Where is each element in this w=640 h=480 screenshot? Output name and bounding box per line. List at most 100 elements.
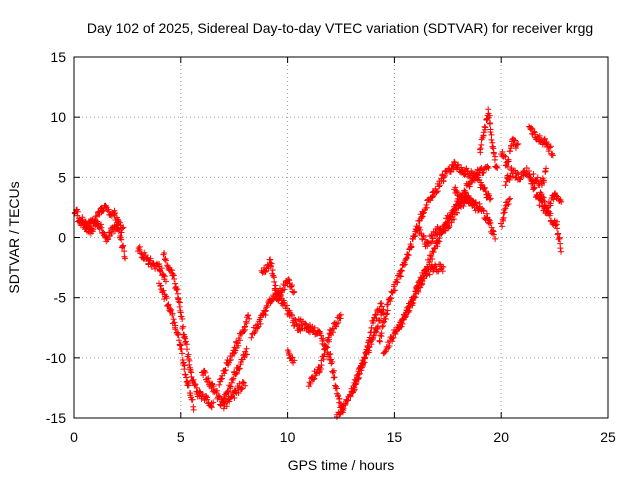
data-point — [486, 196, 493, 203]
data-point — [289, 312, 296, 319]
data-point — [448, 219, 455, 226]
data-point — [187, 368, 194, 375]
data-point — [232, 347, 239, 354]
data-point — [181, 362, 188, 369]
data-point — [531, 128, 538, 135]
data-point — [92, 222, 99, 229]
data-point — [190, 406, 197, 413]
data-point — [243, 320, 250, 327]
data-point — [307, 380, 314, 387]
data-point — [179, 316, 186, 323]
x-tick-label: 15 — [387, 429, 403, 445]
data-point — [452, 184, 459, 191]
data-point — [239, 379, 246, 386]
data-point — [94, 218, 101, 225]
data-point — [216, 381, 223, 388]
data-point — [384, 310, 391, 317]
data-point — [558, 248, 565, 255]
data-point — [98, 224, 105, 231]
data-point — [512, 137, 519, 144]
data-point — [108, 230, 115, 237]
data-point — [236, 380, 243, 387]
data-point — [329, 368, 336, 375]
data-point — [243, 351, 250, 358]
data-point — [450, 216, 457, 223]
data-point — [482, 124, 489, 131]
data-point — [318, 362, 325, 369]
data-point — [325, 338, 332, 345]
data-point — [499, 223, 506, 230]
x-tick-label: 25 — [600, 429, 616, 445]
data-point — [536, 202, 543, 209]
data-point — [397, 273, 404, 280]
data-point — [279, 286, 286, 293]
data-point — [311, 375, 318, 382]
data-point — [428, 252, 435, 259]
data-point — [378, 330, 385, 337]
data-point — [192, 381, 199, 388]
data-point — [310, 376, 317, 383]
data-point — [506, 176, 513, 183]
data-point — [399, 320, 406, 327]
data-point — [525, 168, 532, 175]
data-point — [226, 398, 233, 405]
data-point — [514, 141, 521, 148]
data-point — [291, 357, 298, 364]
data-point — [361, 355, 368, 362]
data-point — [386, 342, 393, 349]
data-point — [268, 298, 275, 305]
data-point — [180, 359, 187, 366]
data-point — [492, 153, 499, 160]
data-point — [526, 171, 533, 178]
data-point — [419, 236, 426, 243]
data-point — [490, 231, 497, 238]
data-point — [186, 357, 193, 364]
data-point — [101, 231, 108, 238]
data-point — [488, 136, 495, 143]
data-point — [271, 285, 278, 292]
data-point — [439, 268, 446, 275]
y-tick-label: -5 — [54, 290, 67, 306]
data-point — [168, 306, 175, 313]
data-point — [528, 124, 535, 131]
data-point — [402, 261, 409, 268]
data-point — [222, 366, 229, 373]
data-point — [426, 252, 433, 259]
data-point — [506, 196, 513, 203]
data-point — [463, 165, 470, 172]
data-point — [203, 394, 210, 401]
data-point — [488, 224, 495, 231]
y-tick-label: 0 — [58, 230, 66, 246]
data-point — [424, 239, 431, 246]
data-point — [292, 316, 299, 323]
data-point — [436, 182, 443, 189]
chart-title: Day 102 of 2025, Sidereal Day-to-day VTE… — [87, 20, 593, 36]
data-point — [507, 173, 514, 180]
grid — [74, 57, 608, 418]
data-point — [216, 393, 223, 400]
data-point — [351, 386, 358, 393]
data-point — [272, 282, 279, 289]
data-point — [369, 335, 376, 342]
data-point — [161, 250, 168, 257]
data-point — [542, 165, 549, 172]
data-point — [252, 328, 259, 335]
data-point — [387, 295, 394, 302]
data-point — [179, 325, 186, 332]
data-point — [90, 226, 97, 233]
data-point — [257, 320, 264, 327]
data-point — [458, 164, 465, 171]
data-point — [164, 302, 171, 309]
data-point — [323, 343, 330, 350]
data-point — [136, 246, 143, 253]
data-point — [435, 237, 442, 244]
data-point — [415, 288, 422, 295]
data-point — [421, 275, 428, 282]
data-point — [333, 385, 340, 392]
data-point — [356, 370, 363, 377]
data-point — [380, 306, 387, 313]
data-point — [331, 374, 338, 381]
data-point — [215, 392, 222, 399]
data-point — [368, 324, 375, 331]
